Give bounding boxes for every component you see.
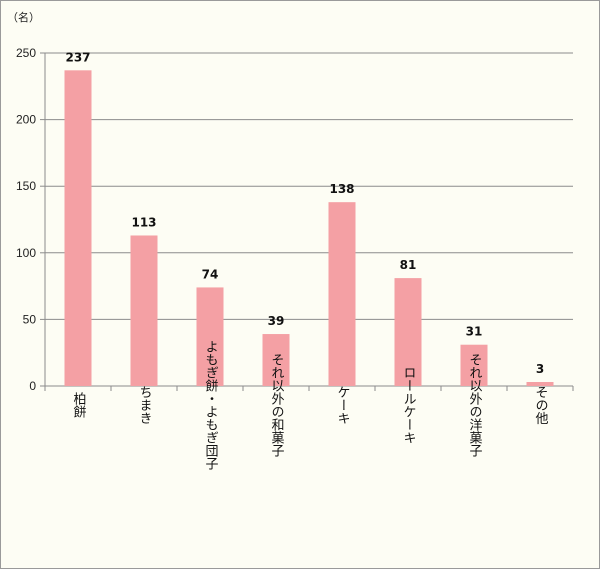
bar	[262, 334, 290, 386]
data-label: 138	[329, 182, 354, 196]
bar	[64, 70, 92, 386]
y-tick-label: 200	[16, 113, 36, 127]
data-label: 74	[202, 267, 219, 281]
category-label: それ以外の洋菓子	[467, 353, 483, 457]
data-label: 3	[536, 362, 544, 376]
y-tick-label: 50	[23, 312, 37, 326]
bar	[130, 235, 158, 386]
data-label: 113	[131, 215, 156, 229]
category-label: ロールケーキ	[401, 366, 416, 444]
y-tick-label: 0	[29, 379, 36, 393]
bars	[64, 70, 554, 386]
data-label: 31	[466, 325, 483, 339]
category-label: ちまき	[137, 386, 152, 425]
category-labels: 柏餅 ちまき よもぎ餅・よもぎ団子 それ以外の和菓子 ケーキ ロールケーキ それ以外の洋菓子…	[71, 340, 549, 470]
data-labels: 237 113 74 39 138 81 31 3	[65, 50, 544, 376]
y-axis-ticks: 0 50 100 150 200 250	[16, 46, 45, 393]
bar	[394, 278, 422, 386]
category-label: よもぎ餅・よもぎ団子	[203, 340, 219, 470]
category-label: その他	[533, 386, 549, 426]
y-tick-label: 150	[16, 179, 36, 193]
y-axis-unit-label: （名）	[7, 10, 40, 24]
bar	[526, 382, 554, 386]
bar	[328, 202, 356, 386]
y-tick-label: 100	[16, 246, 36, 260]
data-label: 81	[400, 258, 417, 272]
bar	[460, 344, 488, 386]
bar	[196, 287, 224, 386]
data-label: 237	[65, 50, 90, 64]
gridlines	[44, 52, 574, 391]
data-label: 39	[268, 314, 285, 328]
y-tick-label: 250	[16, 46, 36, 60]
category-label: ケーキ	[335, 386, 350, 425]
category-label: 柏餅	[71, 392, 87, 418]
category-label: それ以外の和菓子	[269, 353, 285, 457]
